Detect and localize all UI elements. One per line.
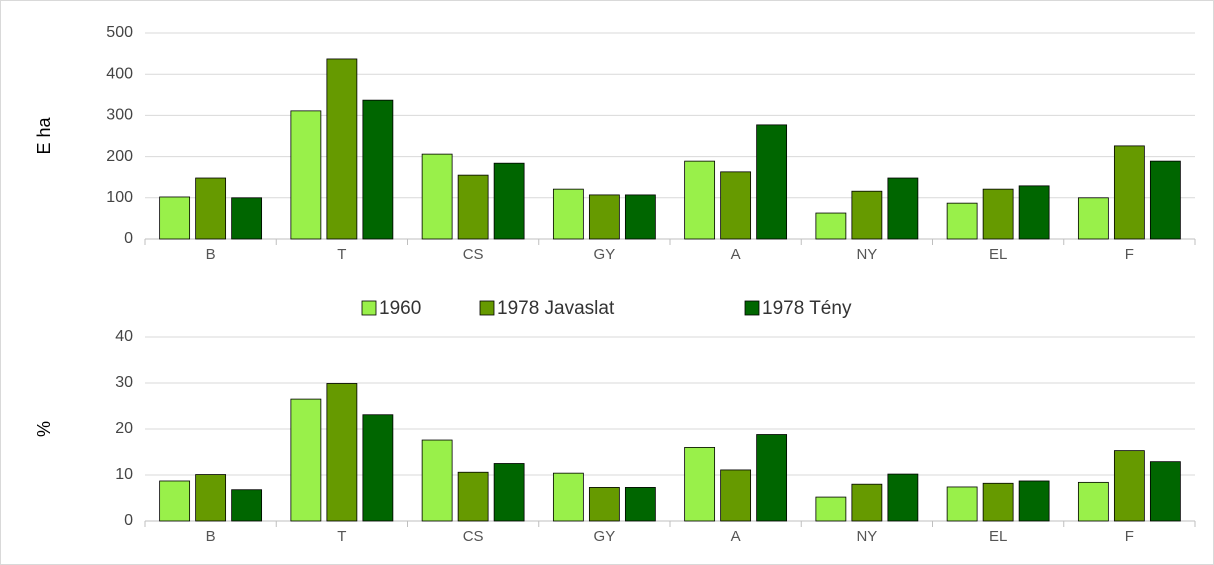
x-tick-label: NY <box>856 528 877 545</box>
bar <box>720 469 752 522</box>
bar <box>851 190 883 240</box>
bar <box>624 487 656 522</box>
y-tick-label: 10 <box>115 466 133 483</box>
bar <box>946 202 978 240</box>
bar <box>720 171 752 240</box>
bar <box>290 398 322 522</box>
bar <box>362 99 394 240</box>
bar <box>552 188 584 240</box>
bar <box>195 177 227 240</box>
bar <box>421 439 453 522</box>
bar <box>756 434 788 522</box>
bar <box>231 489 263 522</box>
bar <box>982 482 1014 522</box>
x-tick-label: T <box>337 246 346 263</box>
bar <box>624 194 656 240</box>
x-tick-label: NY <box>856 246 877 263</box>
bar <box>815 496 847 522</box>
bar <box>1018 480 1050 522</box>
y-tick-label: 200 <box>106 148 133 165</box>
x-tick-label: B <box>206 528 216 545</box>
bar <box>887 177 919 240</box>
bar <box>159 196 191 240</box>
bar <box>851 483 883 522</box>
bar <box>684 160 716 240</box>
legend-label: 1960 <box>379 298 421 319</box>
bar <box>887 473 919 522</box>
x-tick-label: EL <box>989 528 1007 545</box>
legend-label: 1978 Tény <box>762 298 852 319</box>
y-tick-label: 100 <box>106 189 133 206</box>
bar <box>493 463 525 522</box>
bar <box>326 383 358 522</box>
x-tick-label: F <box>1125 528 1134 545</box>
bar <box>756 124 788 240</box>
bar <box>588 194 620 240</box>
y-tick-label: 30 <box>115 374 133 391</box>
x-tick-label: T <box>337 528 346 545</box>
x-tick-label: F <box>1125 246 1134 263</box>
x-tick-label: A <box>731 246 741 263</box>
legend-swatch <box>479 300 495 316</box>
bar <box>946 486 978 522</box>
x-tick-label: EL <box>989 246 1007 263</box>
bar <box>684 446 716 522</box>
bar <box>290 110 322 240</box>
x-tick-label: CS <box>463 528 484 545</box>
y-tick-label: 40 <box>115 328 133 345</box>
bar <box>195 474 227 522</box>
legend-swatch <box>361 300 377 316</box>
bar <box>457 174 489 240</box>
bar <box>493 162 525 240</box>
bar <box>1149 160 1181 240</box>
y-tick-label: 0 <box>124 512 133 529</box>
bar <box>1077 481 1109 522</box>
bar <box>588 487 620 522</box>
y-tick-label: 400 <box>106 65 133 82</box>
bar <box>1113 145 1145 240</box>
y-axis-title: % <box>34 421 54 437</box>
legend-swatch <box>744 300 760 316</box>
bar <box>1113 450 1145 522</box>
bar <box>421 153 453 240</box>
bar <box>1077 197 1109 240</box>
y-axis-title: E ha <box>34 116 54 154</box>
y-tick-label: 300 <box>106 107 133 124</box>
bar <box>815 212 847 240</box>
x-tick-label: GY <box>594 528 616 545</box>
bar <box>1018 185 1050 240</box>
y-tick-label: 0 <box>124 230 133 247</box>
bar <box>552 472 584 522</box>
bar <box>159 480 191 522</box>
bar <box>326 58 358 240</box>
bar <box>362 414 394 522</box>
y-tick-label: 500 <box>106 24 133 41</box>
bar <box>982 188 1014 240</box>
bar <box>457 471 489 522</box>
x-tick-label: B <box>206 246 216 263</box>
bar <box>231 197 263 240</box>
legend-label: 1978 Javaslat <box>497 298 615 319</box>
x-tick-label: GY <box>594 246 616 263</box>
y-tick-label: 20 <box>115 420 133 437</box>
x-tick-label: A <box>731 528 741 545</box>
bar <box>1149 461 1181 522</box>
x-tick-label: CS <box>463 246 484 263</box>
